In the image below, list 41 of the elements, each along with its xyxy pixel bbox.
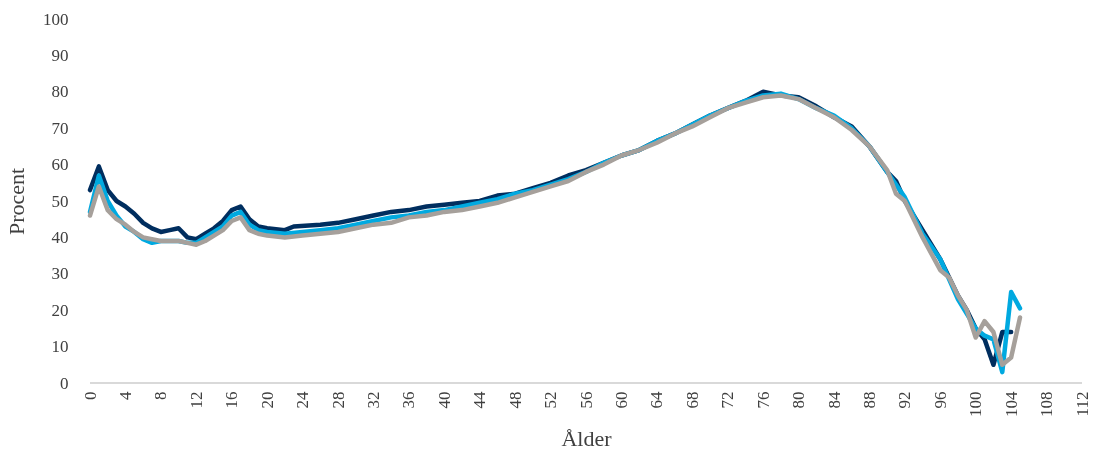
y-axis-title: Procent (4, 167, 29, 236)
x-tick-label: 68 (682, 391, 702, 409)
x-tick-label: 96 (930, 391, 950, 409)
x-tick-label: 60 (611, 391, 631, 409)
x-tick-label: 80 (789, 391, 809, 409)
x-tick-label: 52 (541, 391, 561, 409)
y-tick-label: 70 (51, 118, 69, 138)
y-tick-label: 60 (51, 155, 69, 175)
x-tick-label: 36 (399, 391, 419, 409)
x-tick-label: 12 (186, 391, 206, 409)
y-tick-label: 80 (51, 82, 69, 102)
x-tick-label: 44 (470, 391, 490, 409)
x-tick-label: 0 (80, 391, 100, 400)
x-tick-label: 64 (647, 391, 667, 409)
y-tick-label: 90 (51, 45, 69, 65)
x-tick-label: 24 (293, 391, 313, 409)
x-tick-label: 92 (895, 391, 915, 409)
x-tick-label: 88 (859, 391, 879, 409)
x-tick-label: 28 (328, 391, 348, 409)
x-tick-label: 20 (257, 391, 277, 409)
x-tick-label: 16 (222, 391, 242, 409)
x-tick-label: 76 (753, 391, 773, 409)
y-tick-label: 40 (51, 227, 69, 247)
y-tick-label: 100 (43, 9, 69, 29)
x-tick-label: 8 (151, 391, 171, 400)
x-tick-label: 56 (576, 391, 596, 409)
y-tick-label: 10 (51, 337, 69, 357)
y-tick-label: 20 (51, 300, 69, 320)
x-tick-label: 100 (966, 391, 986, 417)
x-tick-label: 112 (1072, 391, 1092, 417)
x-tick-label: 4 (115, 391, 135, 400)
x-tick-label: 40 (434, 391, 454, 409)
x-tick-label: 108 (1037, 391, 1057, 417)
x-tick-label: 72 (718, 391, 738, 409)
x-axis-title: Ålder (561, 426, 613, 451)
y-tick-label: 30 (51, 264, 69, 284)
x-tick-label: 32 (363, 391, 383, 409)
x-tick-label: 48 (505, 391, 525, 409)
y-tick-label: 50 (51, 191, 69, 211)
x-tick-label: 84 (824, 391, 844, 409)
x-tick-label: 104 (1001, 391, 1021, 417)
